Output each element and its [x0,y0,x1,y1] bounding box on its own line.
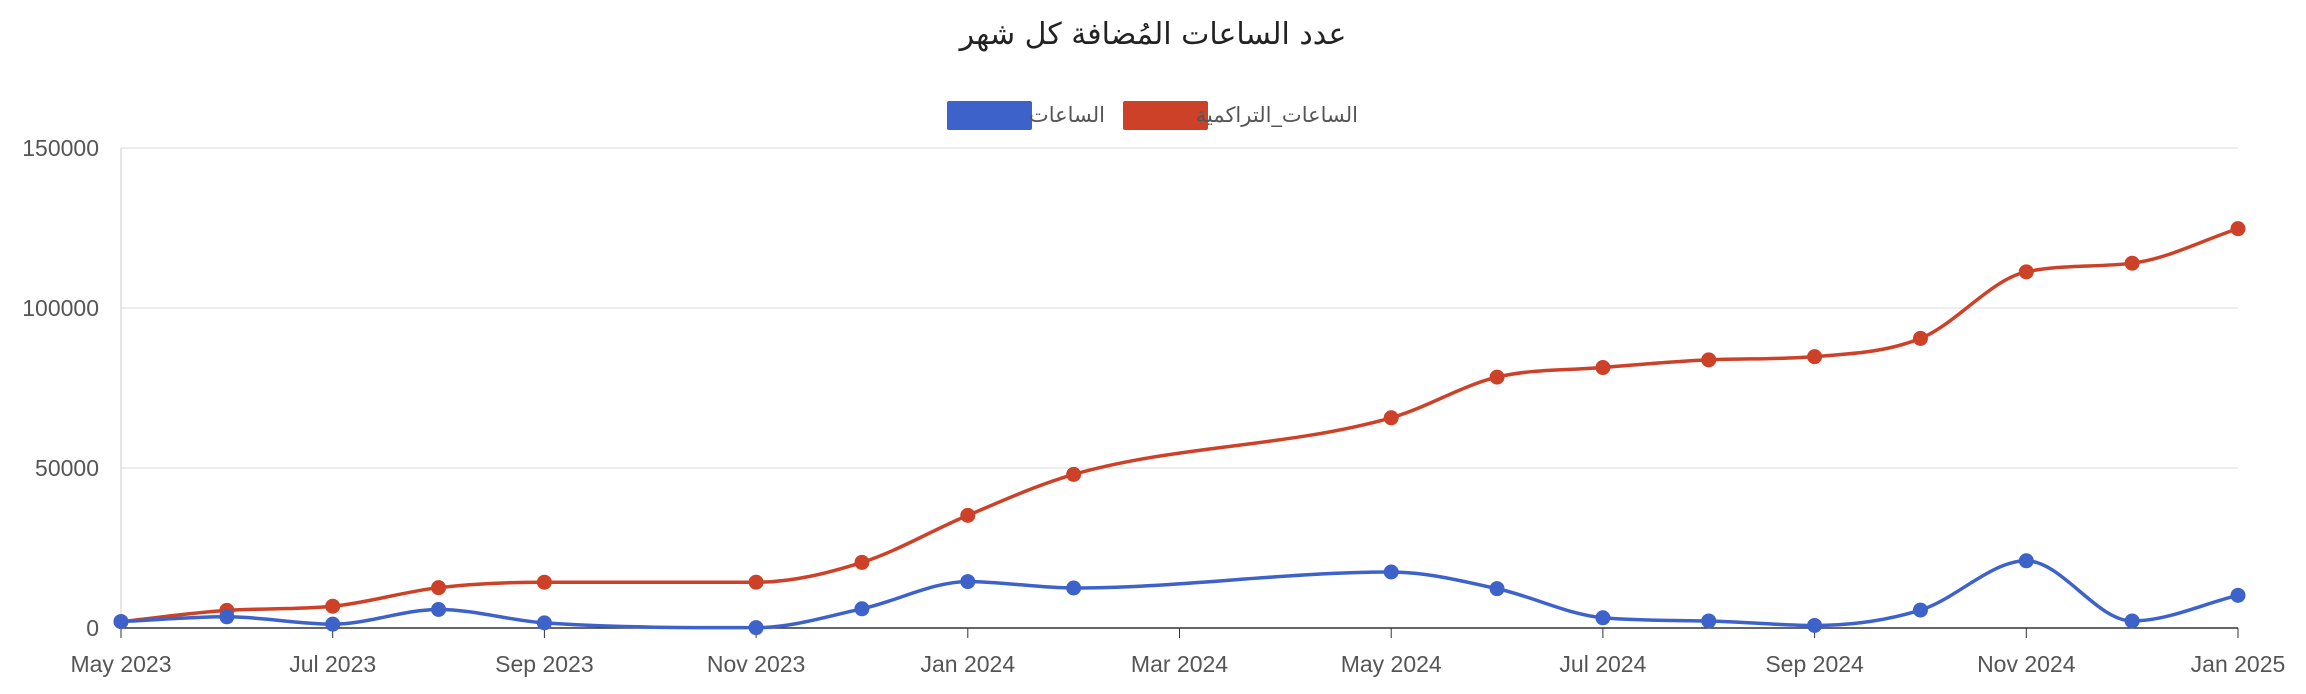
x-tick-label: Jul 2024 [1559,651,1646,677]
chart-title: عدد الساعات المُضافة كل شهر [958,17,1347,52]
data-point-series-0[interactable] [960,574,976,590]
data-point-series-1[interactable] [1807,349,1823,365]
x-tick-label: May 2023 [70,651,171,677]
y-tick-label: 150000 [22,135,99,161]
y-tick-label: 100000 [22,295,99,321]
data-point-series-1[interactable] [2018,264,2034,280]
data-point-series-1[interactable] [1066,466,1082,482]
data-point-series-1[interactable] [1912,330,1928,346]
x-tick-label: Jan 2025 [2191,651,2286,677]
series-lines [120,226,2239,630]
data-point-series-0[interactable] [431,601,447,617]
legend: الساعات الساعات_التراكمية [947,101,1358,130]
data-point-series-1[interactable] [1383,410,1399,426]
data-point-series-1[interactable] [2230,221,2246,237]
data-point-series-0[interactable] [325,616,341,632]
y-axis: 0 50000 100000 150000 [22,135,99,641]
data-point-series-0[interactable] [1807,617,1823,633]
series-line-1 [120,226,2239,624]
legend-swatch-series-1 [1123,101,1208,130]
legend-label-series-1: الساعات_التراكمية [1196,103,1358,128]
data-point-series-0[interactable] [1489,581,1505,597]
data-point-series-0[interactable] [2230,587,2246,603]
data-point-series-1[interactable] [536,574,552,590]
data-point-series-0[interactable] [748,620,764,636]
data-point-series-0[interactable] [219,609,235,625]
legend-label-series-0: الساعات [1029,103,1105,127]
x-tick-label: Sep 2024 [1765,651,1864,677]
data-point-series-1[interactable] [431,580,447,596]
x-axis: May 2023 Jul 2023 Sep 2023 Nov 2023 Jan 2024… [70,628,2285,677]
data-point-series-0[interactable] [113,614,129,630]
data-point-series-0[interactable] [1383,564,1399,580]
x-tick-label: Nov 2024 [1977,651,2076,677]
y-tick-label: 50000 [35,455,99,481]
x-tick-label: Sep 2023 [495,651,593,677]
data-point-series-1[interactable] [2124,255,2140,271]
data-point-series-1[interactable] [1701,352,1717,368]
series-points [113,221,2246,636]
data-point-series-1[interactable] [1595,360,1611,376]
data-point-series-1[interactable] [960,507,976,523]
x-tick-label: Jan 2024 [920,651,1015,677]
x-tick-label: May 2024 [1341,651,1442,677]
data-point-series-1[interactable] [1489,369,1505,385]
grid [120,147,2238,629]
data-point-series-0[interactable] [2018,553,2034,569]
data-point-series-0[interactable] [536,615,552,631]
data-point-series-1[interactable] [854,554,870,570]
data-point-series-0[interactable] [1701,613,1717,629]
x-tick-label: Nov 2023 [707,651,805,677]
x-tick-label: Jul 2023 [289,651,376,677]
legend-swatch-series-0 [947,101,1032,130]
data-point-series-1[interactable] [748,574,764,590]
data-point-series-0[interactable] [1595,610,1611,626]
data-point-series-0[interactable] [1912,602,1928,618]
data-point-series-0[interactable] [2124,613,2140,629]
x-tick-label: Mar 2024 [1131,651,1228,677]
y-tick-label: 0 [86,615,99,641]
data-point-series-0[interactable] [1066,580,1082,596]
data-point-series-0[interactable] [854,601,870,617]
data-point-series-1[interactable] [325,598,341,614]
